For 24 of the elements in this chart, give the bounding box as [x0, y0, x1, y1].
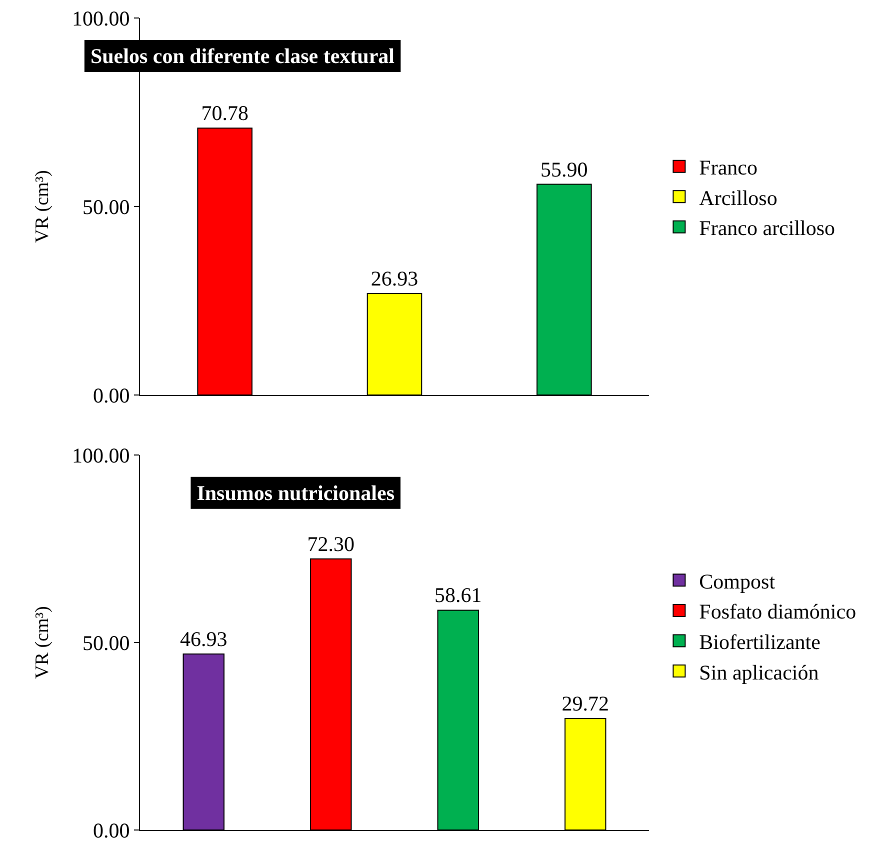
data-label: 46.93 — [180, 627, 228, 652]
y-tick-label: 0.00 — [93, 818, 130, 842]
legend-label: Biofertilizante — [699, 630, 820, 654]
y-axis-title: VR (cm³) — [32, 170, 53, 243]
data-label: 58.61 — [434, 583, 482, 608]
y-axis-title: VR (cm³) — [32, 606, 53, 679]
legend-label: Franco — [699, 156, 758, 180]
text: Insumos nutricionales — [196, 480, 394, 505]
data-label: 29.72 — [562, 692, 609, 716]
text: Suelos con diferente clase textural — [90, 44, 395, 68]
data-label: 70.78 — [201, 101, 248, 126]
data-label: 26.93 — [370, 266, 418, 290]
legend-label: Sin aplicación — [699, 660, 820, 684]
legend-label: Fosfato diamónico — [699, 600, 856, 624]
data-label: 72.30 — [307, 532, 355, 556]
y-tick-label: 0.00 — [93, 383, 130, 408]
y-tick-label: 50.00 — [82, 194, 130, 219]
legend-label: Franco arcilloso — [699, 216, 836, 240]
y-tick-label: 50.00 — [82, 630, 130, 655]
y-tick-label: 100.00 — [72, 443, 130, 468]
data-label: 55.90 — [540, 157, 588, 182]
y-tick-label: 100.00 — [72, 6, 130, 30]
legend-label: Compost — [699, 569, 776, 594]
legend-label: Arcilloso — [699, 186, 778, 210]
